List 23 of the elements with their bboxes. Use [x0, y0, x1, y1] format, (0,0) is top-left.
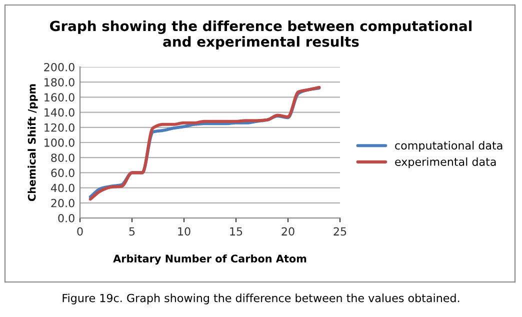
y-tick-label: 120.0	[44, 123, 74, 132]
caption: Figure 19c. Graph showing the difference between the values obtained.	[62, 294, 460, 304]
x-tick-label: 15	[230, 227, 242, 236]
y-tick-label: 140.0	[44, 108, 74, 117]
y-tick-label: 0.0	[58, 214, 74, 222]
x-tick-label: 25	[334, 227, 346, 236]
y-tick-label: 20.0	[51, 198, 74, 208]
legend-label: computational data	[395, 141, 502, 152]
y-tick-label: 40.0	[50, 184, 74, 192]
y-tick-label: 160.0	[44, 93, 74, 102]
y-tick-label: 200.0	[44, 62, 74, 72]
y-tick-label: 60.0	[51, 168, 74, 178]
x-axis-title: Arbitary Number of Carbon Atom	[113, 254, 306, 265]
y-axis-title: Chemical Shift /ppm	[28, 84, 38, 202]
x-tick-label: 20	[282, 227, 294, 236]
y-tick-label: 180.0	[44, 78, 74, 86]
legend-label: experimental data	[395, 157, 496, 168]
x-tick-label: 10	[178, 227, 190, 236]
y-tick-label: 100.0	[44, 138, 74, 147]
y-tick-label: 80.0	[51, 154, 74, 162]
chart-title: Graph showing the difference between computational and experimental results	[50, 20, 472, 50]
x-tick-label: 0	[77, 227, 83, 236]
x-tick-label: 5	[129, 227, 135, 236]
